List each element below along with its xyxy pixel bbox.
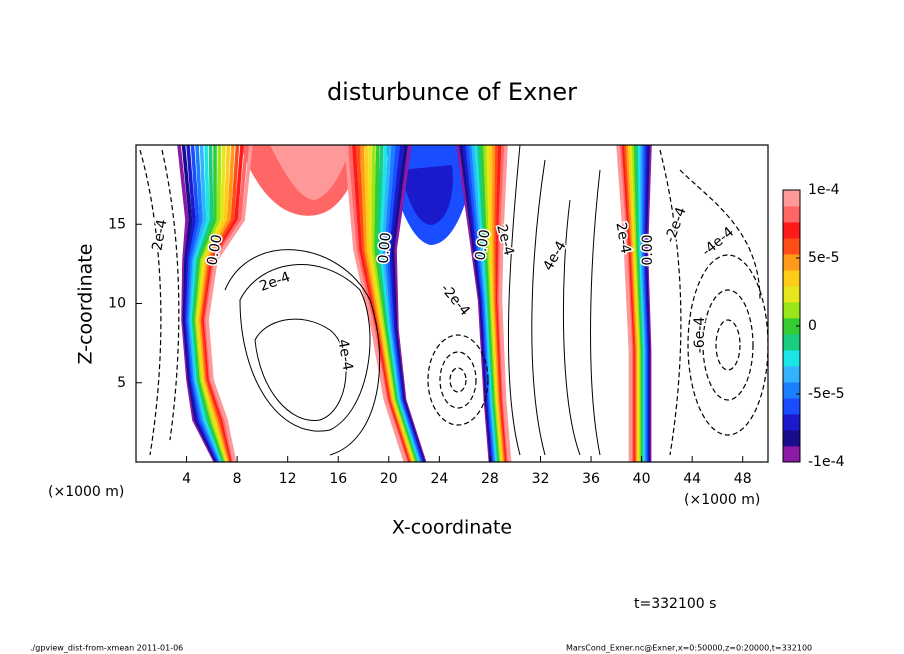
colorbar-swatch — [783, 350, 800, 367]
contour-line — [224, 249, 381, 456]
y-tick-label: 5 — [117, 375, 126, 391]
x-tick-label: 24 — [430, 471, 448, 487]
colorbar-swatch — [783, 382, 800, 399]
contour-line — [659, 149, 761, 456]
contour-line — [507, 145, 601, 456]
chart-title: disturbunce of Exner — [327, 78, 577, 106]
x-axis-label: X-coordinate — [392, 517, 512, 539]
colorbar-tick-label: -1e-4 — [808, 454, 845, 470]
contour-label: -2e-4 — [662, 205, 690, 245]
contour-line — [687, 254, 768, 436]
contour-line — [254, 318, 347, 421]
contour-label: 2e-4 — [149, 218, 170, 252]
contour-line — [239, 264, 371, 432]
color-band — [498, 145, 512, 462]
x-tick-label: 40 — [633, 471, 651, 487]
color-band — [616, 145, 633, 462]
contour-label: 0.00 — [640, 234, 656, 265]
contour-label: 4e-4 — [334, 338, 355, 372]
colorbar-swatch — [783, 446, 800, 463]
x-tick-label: 20 — [380, 471, 398, 487]
color-band — [205, 145, 253, 462]
contour-line — [427, 334, 489, 426]
colorbar-tick-label: 0 — [808, 318, 817, 334]
y-tick-label: 15 — [108, 216, 126, 232]
footer-right: MarsCond_Exner.nc@Exner,x=0:50000,z=0:20… — [566, 644, 812, 653]
contour-line — [449, 367, 467, 393]
colorbar-swatch — [783, 254, 800, 271]
contour-line — [702, 289, 754, 401]
colorbar-swatch — [783, 414, 800, 431]
time-label: t=332100 s — [634, 596, 716, 612]
colorbar-swatch — [783, 398, 800, 415]
colorbar-swatch — [783, 270, 800, 287]
contour-line — [439, 351, 477, 409]
y-axis-label: Z-coordinate — [75, 244, 97, 365]
x-tick-label: 12 — [279, 471, 297, 487]
colorbar-tick-label: 1e-4 — [808, 182, 840, 198]
x-tick-label: 16 — [329, 471, 347, 487]
positive-core — [270, 145, 350, 200]
colorbar-swatch — [783, 334, 800, 351]
colorbar-swatch — [783, 302, 800, 319]
colorbar-swatch — [783, 238, 800, 255]
x-unit-label: (×1000 m) — [684, 492, 760, 508]
contour-label: -4e-4 — [699, 224, 737, 260]
contour-label: -6e-4 — [692, 317, 708, 354]
contour-label: 0.00 — [376, 232, 395, 264]
contour-field — [177, 145, 652, 462]
x-tick-label: 48 — [734, 471, 752, 487]
x-tick-label: 28 — [481, 471, 499, 487]
colorbar-tick-label: 5e-5 — [808, 250, 839, 266]
colorbar-swatch — [783, 190, 800, 207]
contour-line — [715, 319, 741, 371]
y-tick-label: 10 — [108, 296, 126, 312]
colorbar-swatch — [783, 430, 800, 447]
x-tick-label: 36 — [582, 471, 600, 487]
contour-label: -2e-4 — [437, 281, 473, 319]
colorbar-swatch — [783, 286, 800, 303]
contour-line — [139, 149, 180, 456]
colorbar-swatch — [783, 206, 800, 223]
contour-label: 2e-4 — [257, 269, 292, 295]
x-unit-label: (×1000 m) — [48, 484, 124, 500]
x-tick-label: 8 — [233, 471, 242, 487]
colorbar-tick-label: -5e-5 — [808, 386, 845, 402]
colorbar-swatch — [783, 222, 800, 239]
x-tick-label: 32 — [532, 471, 550, 487]
footer-left: ./gpview_dist-from-xmean 2011-01-06 — [30, 644, 183, 653]
color-band — [344, 145, 408, 462]
colorbar-swatch — [783, 318, 800, 335]
colorbar-swatch — [783, 366, 800, 383]
contour-lines — [139, 145, 768, 456]
x-tick-label: 4 — [182, 471, 191, 487]
x-tick-label: 44 — [683, 471, 701, 487]
negative-core — [400, 165, 453, 225]
